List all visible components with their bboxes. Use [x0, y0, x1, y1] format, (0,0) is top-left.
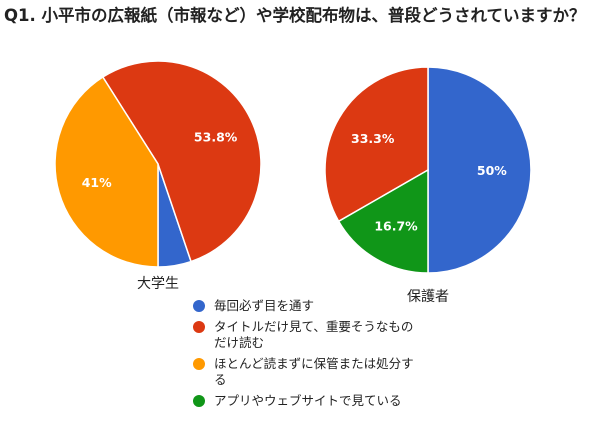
pie-data-label: 41% [82, 175, 112, 190]
legend-dot-icon [193, 358, 205, 370]
legend-dot-icon [193, 321, 205, 333]
pie-data-label: 16.7% [374, 218, 418, 233]
legend-dot-icon [193, 300, 205, 312]
pie-chart-parents: 50% 33.3% 16.7% [324, 66, 532, 274]
legend-label: 毎回必ず目を通す [214, 298, 315, 313]
pie-data-label: 33.3% [351, 131, 395, 146]
pie-data-label: 53.8% [194, 129, 238, 144]
legend-item[interactable]: ほとんど読まずに保管または処分する [193, 356, 433, 388]
pie-slice[interactable] [427, 66, 532, 274]
pie-slice[interactable] [101, 60, 262, 263]
pie-slice[interactable] [324, 66, 429, 223]
pie-title-parents: 保護者 [407, 289, 449, 305]
legend-dot-icon [193, 395, 205, 407]
pie-slice[interactable] [337, 168, 429, 274]
legend-label: タイトルだけ見て、重要そうなものだけ読む [214, 319, 414, 350]
legend: 毎回必ず目を通す タイトルだけ見て、重要そうなものだけ読む ほとんど読まずに保管… [193, 298, 433, 414]
legend-label: アプリやウェブサイトで見ている [214, 393, 402, 408]
pie-slice[interactable] [54, 75, 159, 268]
pie-data-label: 50% [477, 163, 507, 178]
question-title: Q1. 小平市の広報紙（市報など）や学校配布物は、普段どうされていますか？ [4, 6, 586, 25]
pie-chart-university-students: 53.8% 41% [54, 60, 262, 268]
legend-item[interactable]: アプリやウェブサイトで見ている [193, 393, 433, 409]
legend-label: ほとんど読まずに保管または処分する [214, 356, 414, 387]
legend-item[interactable]: 毎回必ず目を通す [193, 298, 433, 314]
pie-title-university-students: 大学生 [137, 276, 179, 292]
legend-item[interactable]: タイトルだけ見て、重要そうなものだけ読む [193, 319, 433, 351]
